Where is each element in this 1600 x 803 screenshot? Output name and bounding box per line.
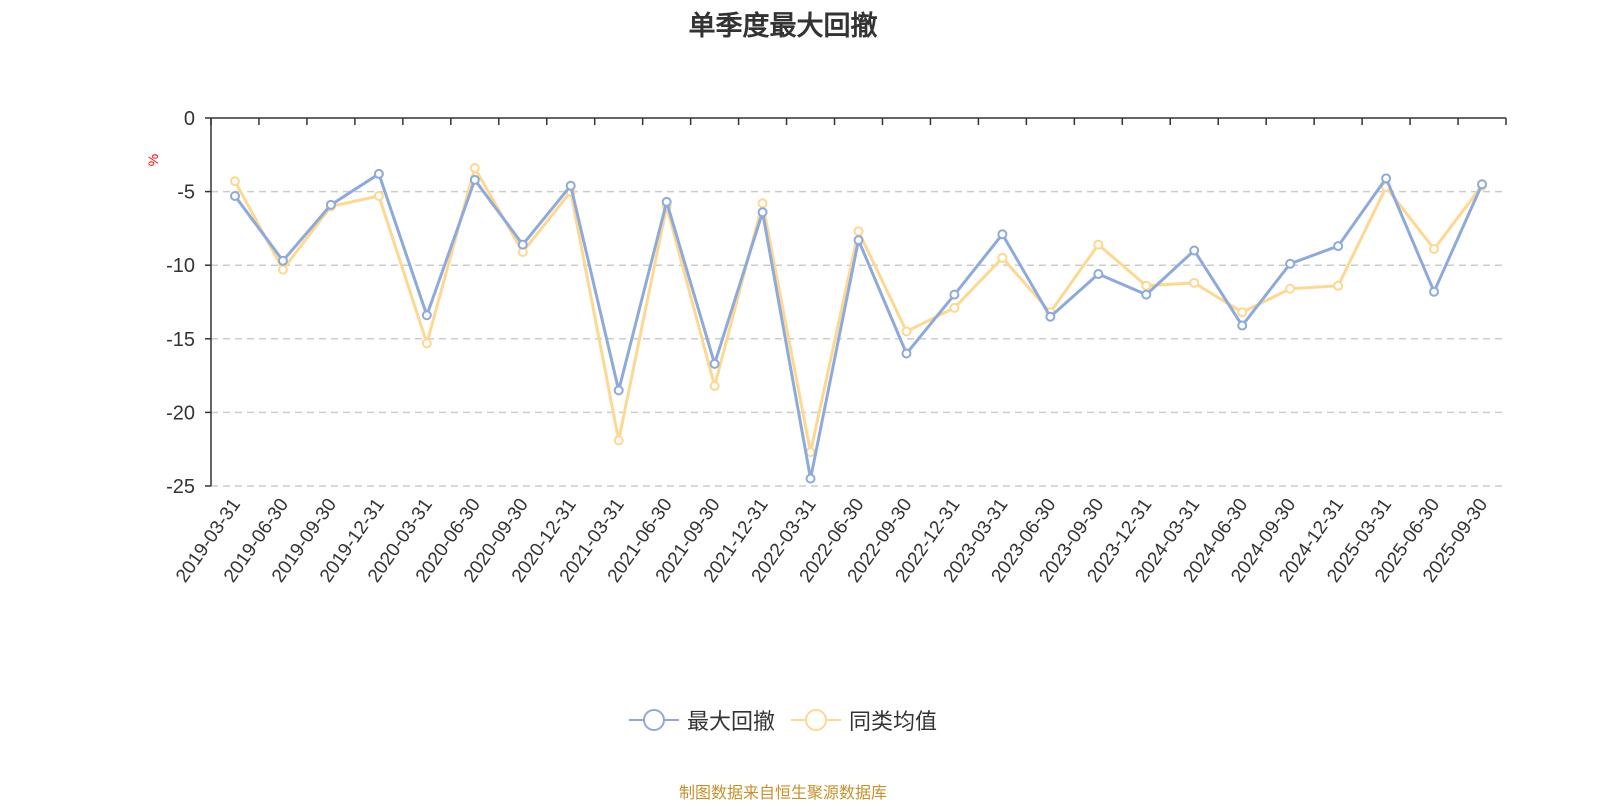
y-tick-labels: 0 -5 -10 -15 -20 -25 bbox=[166, 108, 195, 498]
data-point-series2 bbox=[469, 163, 480, 174]
axes bbox=[205, 117, 1507, 487]
data-point-series2 bbox=[757, 198, 768, 209]
data-point-series2 bbox=[901, 326, 912, 337]
data-point-series2 bbox=[997, 252, 1008, 263]
data-point-series2 bbox=[1285, 283, 1296, 294]
data-point-series1 bbox=[1189, 245, 1200, 256]
data-point-series2 bbox=[1189, 277, 1200, 288]
data-point-series2 bbox=[613, 435, 624, 446]
legend-series2-icon bbox=[791, 709, 841, 731]
source-note: 制图数据来自恒生聚源数据库 bbox=[678, 783, 887, 802]
data-point-series1 bbox=[325, 199, 336, 210]
data-point-series1 bbox=[1381, 173, 1392, 184]
data-point-series2 bbox=[277, 264, 288, 275]
data-point-series2 bbox=[229, 176, 240, 187]
data-point-series1 bbox=[901, 348, 912, 359]
legend-series1-icon bbox=[628, 709, 679, 731]
data-point-series1 bbox=[421, 310, 432, 321]
chart-title: 单季度最大回撤 bbox=[688, 11, 878, 42]
data-point-series2 bbox=[1141, 280, 1152, 291]
data-point-series1 bbox=[613, 385, 624, 396]
data-point-series2 bbox=[709, 380, 720, 391]
y-tick-label: -5 bbox=[177, 182, 195, 204]
x-tick-labels: 2019-03-312019-06-302019-09-302019-12-31… bbox=[172, 495, 1492, 587]
data-point-series1 bbox=[1093, 269, 1104, 280]
data-point-series1 bbox=[1285, 258, 1296, 269]
data-point-series2 bbox=[1429, 244, 1440, 255]
y-tick-label: 0 bbox=[184, 108, 195, 130]
data-point-series1 bbox=[373, 168, 384, 179]
legend: 最大回撤 同类均值 bbox=[0, 704, 1566, 736]
y-tick-label: -10 bbox=[166, 255, 195, 277]
legend-item-series1[interactable]: 最大回撤 bbox=[628, 704, 775, 736]
data-point-series1 bbox=[517, 239, 528, 250]
y-tick-label: -15 bbox=[166, 329, 195, 351]
data-point-series2 bbox=[853, 226, 864, 237]
data-point-series1 bbox=[1045, 311, 1056, 322]
data-point-series1 bbox=[277, 255, 288, 266]
data-point-series1 bbox=[1333, 241, 1344, 252]
data-point-series1 bbox=[853, 235, 864, 246]
data-point-series2 bbox=[421, 338, 432, 349]
y-tick-label: -25 bbox=[166, 476, 195, 498]
data-point-series1 bbox=[229, 191, 240, 202]
data-point-series2 bbox=[1237, 307, 1248, 318]
data-point-series2 bbox=[1093, 239, 1104, 250]
data-point-series1 bbox=[757, 207, 768, 218]
series-line-2 bbox=[233, 166, 1484, 454]
data-point-series1 bbox=[1237, 320, 1248, 331]
data-point-series1 bbox=[805, 473, 816, 484]
y-tick-label: -20 bbox=[166, 402, 195, 424]
data-point-series2 bbox=[949, 302, 960, 313]
data-point-series1 bbox=[949, 289, 960, 300]
data-point-series1 bbox=[997, 229, 1008, 240]
legend-label-series2: 同类均值 bbox=[849, 710, 938, 735]
data-point-series1 bbox=[1477, 179, 1488, 190]
data-point-series1 bbox=[565, 180, 576, 191]
legend-label-series1: 最大回撤 bbox=[686, 710, 775, 735]
data-point-series1 bbox=[1429, 286, 1440, 297]
data-point-series2 bbox=[373, 191, 384, 202]
data-point-series2 bbox=[1333, 280, 1344, 291]
y-axis-unit: % bbox=[145, 154, 161, 166]
data-point-series1 bbox=[661, 196, 672, 207]
data-point-series1 bbox=[469, 174, 480, 185]
data-point-series1 bbox=[709, 358, 720, 369]
legend-item-series2[interactable]: 同类均值 bbox=[791, 704, 937, 736]
series-lines bbox=[229, 163, 1488, 484]
data-point-series1 bbox=[1141, 289, 1152, 300]
